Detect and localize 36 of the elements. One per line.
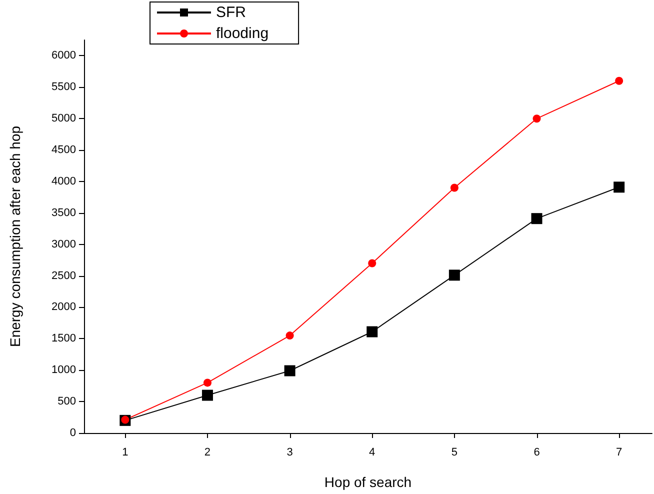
y-tick-label: 0 [70,427,76,439]
x-tick-label: 6 [534,446,540,458]
point [368,259,376,268]
x-tick-label: 7 [616,446,622,458]
x-tick-label: 5 [451,446,458,458]
y-tick-label: 3500 [52,206,76,219]
point [448,270,460,281]
y-tick-label: 2500 [52,270,76,282]
point [286,332,294,340]
point [450,184,458,192]
y-tick-label: 6000 [52,50,76,62]
y-tick-label: 4500 [52,144,76,156]
y-tick-label: 500 [58,396,76,408]
point [203,378,212,387]
x-tick-label: 1 [122,446,128,458]
x-tick-label: 2 [204,446,211,458]
y-tick-label: 5500 [52,81,76,94]
y-tick-label: 2000 [52,301,76,314]
point [366,326,378,338]
point [531,213,542,224]
x-axis-title: Hop of search [324,474,412,490]
point [614,182,625,193]
y-tick-label: 1500 [52,332,76,345]
point [615,76,624,85]
point [284,365,296,376]
point [202,390,213,401]
legend-label: flooding [216,25,269,42]
y-tick-label: 4000 [52,175,76,188]
y-tick-label: 5000 [52,112,76,125]
legend-label: SFR [216,4,246,21]
x-tick-label: 3 [286,446,293,458]
y-tick-label: 1000 [52,364,76,376]
point [532,114,541,123]
y-axis-title: Energy consumption after each hop [7,126,23,348]
x-tick-label: 4 [369,446,376,458]
y-tick-label: 3000 [52,238,76,250]
